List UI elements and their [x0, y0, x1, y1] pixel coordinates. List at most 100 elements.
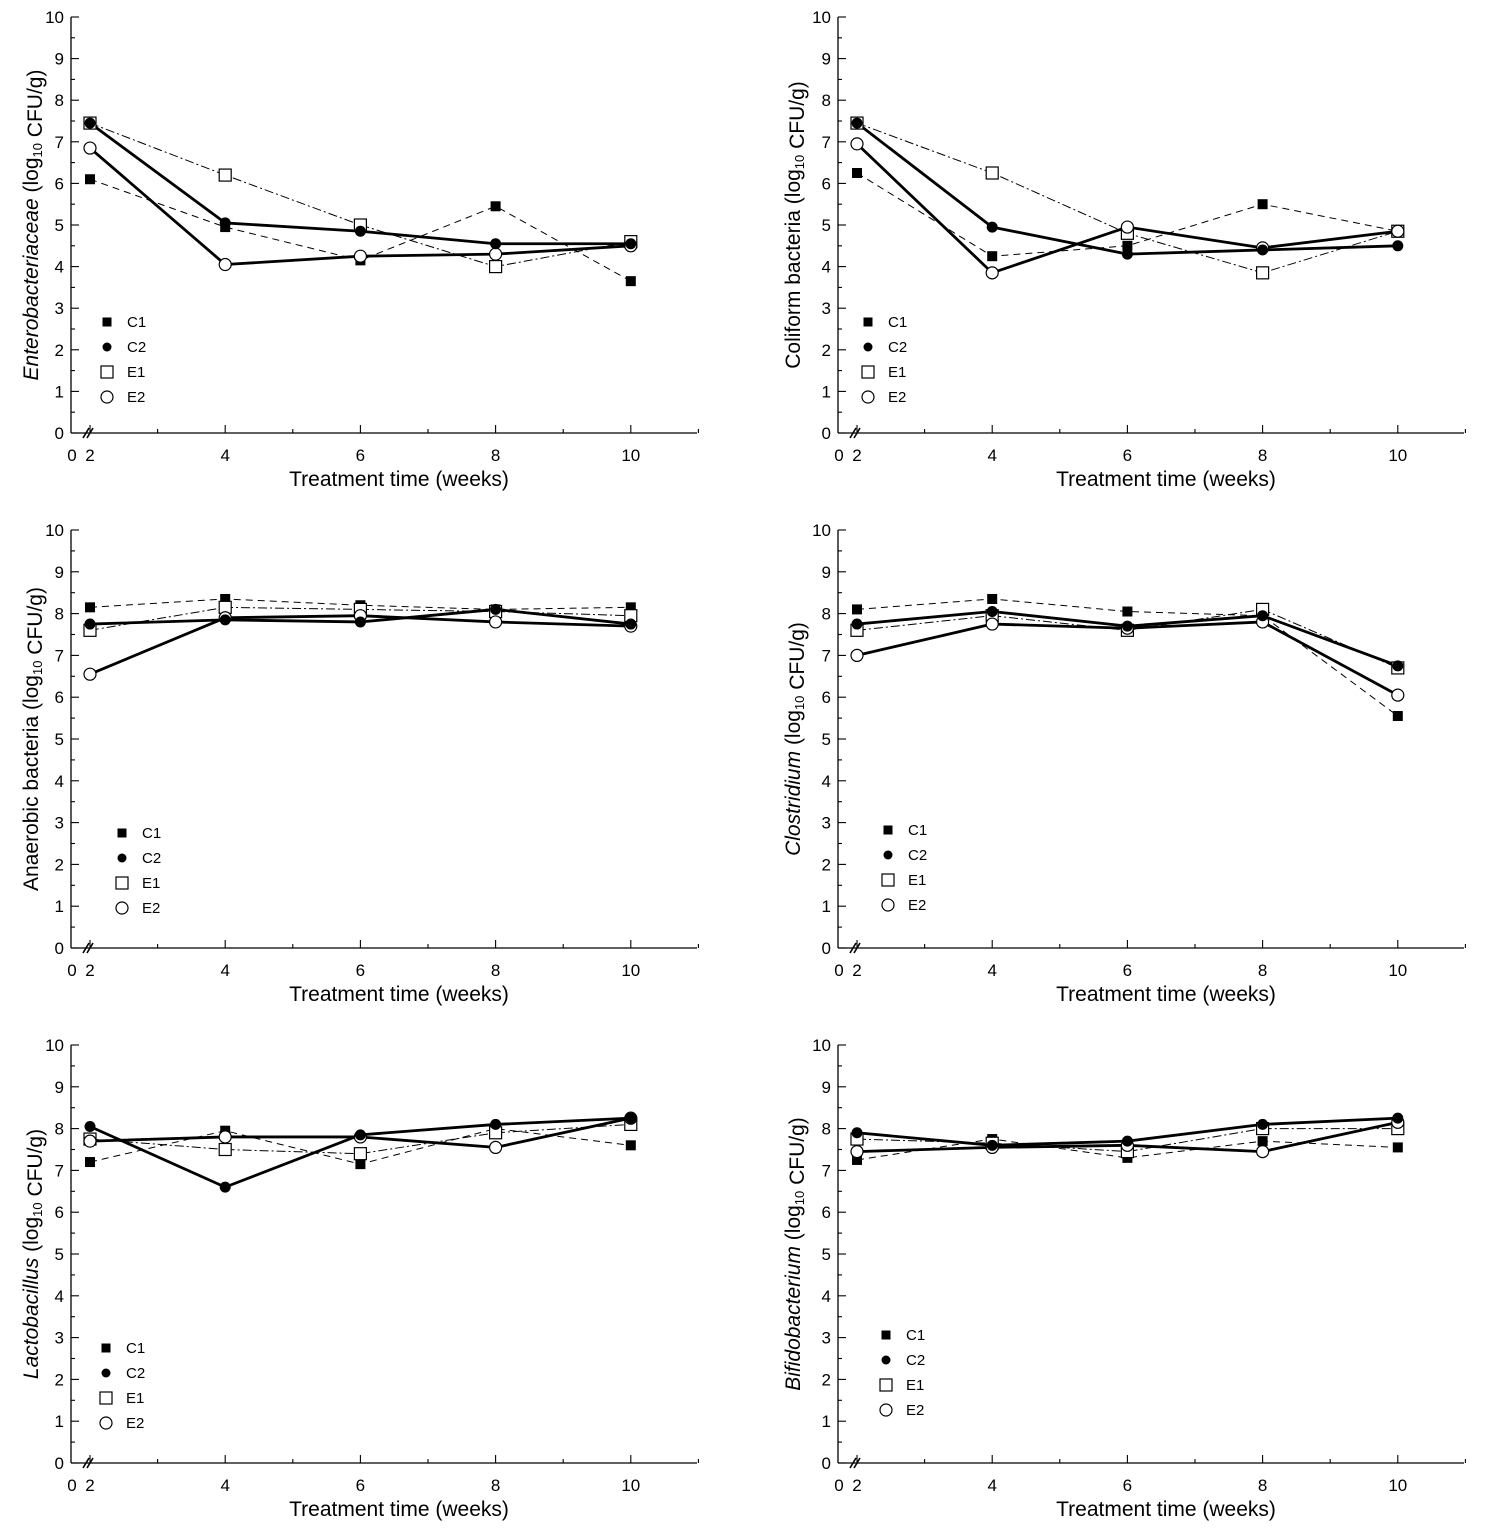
- data-point-e2: [489, 1140, 503, 1155]
- legend: C1 C2 E1 E2: [879, 1327, 925, 1419]
- data-point-c1: [1257, 199, 1268, 210]
- data-point-c1: [625, 276, 636, 287]
- x-tick-label: 10: [621, 446, 640, 465]
- data-point-c1: [220, 593, 231, 604]
- x-tick-label: 8: [491, 446, 500, 465]
- x-axis-title: Treatment time (weeks): [1056, 1498, 1276, 1521]
- y-axis-title-part: 10: [792, 155, 807, 169]
- legend-marker-e1: [99, 1391, 113, 1405]
- x-tick-label: 6: [356, 446, 365, 465]
- y-axis-title-part: Anaerobic bacteria (log: [20, 675, 43, 891]
- legend-marker-e1: [861, 365, 875, 379]
- y-tick-label: 1: [822, 897, 831, 916]
- y-axis-title-part: Lactobacillus: [20, 1257, 43, 1379]
- y-tick-label: 1: [55, 897, 64, 916]
- y-axis-title-part: Clostridium: [782, 751, 805, 856]
- axis-break-mark: [82, 427, 90, 439]
- y-axis-title-part: 10: [30, 661, 45, 675]
- legend: C1 C2 E1 E2: [99, 1340, 145, 1432]
- legend: C1 C2 E1 E2: [861, 314, 907, 406]
- y-tick-label: 5: [822, 216, 831, 235]
- x-axis-title: Treatment time (weeks): [289, 1498, 509, 1521]
- x-tick-label: 6: [356, 961, 365, 980]
- data-point-e2: [489, 615, 503, 629]
- legend-marker-c1: [117, 828, 127, 838]
- data-point-e2: [1391, 688, 1405, 702]
- legend-marker-c1: [883, 825, 893, 835]
- y-tick-label: 4: [822, 1287, 831, 1306]
- y-tick-label: 4: [822, 772, 831, 791]
- data-point-e2: [83, 667, 97, 681]
- x-axis-title: Treatment time (weeks): [1056, 468, 1276, 491]
- y-tick-label: 2: [822, 341, 831, 360]
- x-tick-label: 2: [85, 446, 94, 465]
- x-tick-label: 2: [85, 1476, 94, 1495]
- data-point-e1: [353, 1147, 367, 1161]
- legend-marker-c2: [883, 850, 893, 860]
- legend-label-c1: C1: [906, 1327, 925, 1344]
- legend-label-c2: C2: [888, 339, 907, 356]
- data-point-c2: [1392, 1112, 1404, 1124]
- legend: C1 C2 E1 E2: [881, 822, 927, 914]
- legend-marker-c2: [863, 342, 873, 352]
- data-point-c2: [490, 603, 502, 615]
- axis-break-mark: [82, 942, 90, 954]
- y-tick-label: 5: [822, 730, 831, 749]
- y-tick-label: 2: [822, 855, 831, 874]
- x-tick-label: 10: [1388, 1476, 1407, 1495]
- y-tick-label: 8: [822, 605, 831, 624]
- legend-label-c1: C1: [126, 1340, 145, 1357]
- y-axis-title-part: Bifidobacterium: [782, 1246, 805, 1391]
- y-axis-title-part: 10: [30, 1202, 45, 1216]
- y-tick-label: 1: [55, 382, 64, 401]
- y-tick-label: 7: [55, 133, 64, 152]
- x-tick-label: 2: [85, 961, 94, 980]
- axis-break-mark: [82, 1457, 90, 1469]
- series-line-c2: [856, 610, 1399, 668]
- legend-marker-c2: [102, 342, 112, 352]
- x-tick-label: 6: [1123, 1476, 1132, 1495]
- y-axis-title-part: 10: [792, 696, 807, 710]
- legend-marker-e1: [881, 873, 895, 887]
- legend-marker-e2: [100, 390, 114, 404]
- y-tick-label: 10: [45, 1036, 64, 1055]
- x-origin-label: 0: [834, 961, 843, 980]
- y-tick-label: 10: [812, 521, 831, 540]
- y-axis-title: Lactobacillus (log10 CFU/g): [20, 1129, 47, 1379]
- x-axis-title: Treatment time (weeks): [1056, 983, 1276, 1006]
- legend-label-e1: E1: [906, 1377, 924, 1394]
- legend-marker-c2: [881, 1355, 891, 1365]
- data-point-c2: [490, 1118, 502, 1130]
- x-tick-label: 6: [1123, 961, 1132, 980]
- data-point-c1: [1392, 1142, 1403, 1153]
- data-point-c2: [1392, 660, 1404, 672]
- data-point-c2: [851, 117, 863, 129]
- data-point-c1: [625, 602, 636, 613]
- y-tick-label: 1: [822, 1412, 831, 1431]
- y-axis-title: Bifidobacterium (log10 CFU/g): [782, 1117, 809, 1391]
- y-tick-label: 0: [55, 939, 64, 958]
- y-axis-title-part: (log: [782, 1205, 805, 1246]
- legend-marker-c1: [102, 317, 112, 327]
- y-tick-label: 3: [822, 1329, 831, 1348]
- legend-label-e2: E2: [906, 1402, 924, 1419]
- data-point-e2: [218, 257, 232, 272]
- y-tick-label: 6: [55, 1203, 64, 1222]
- x-tick-label: 6: [1123, 446, 1132, 465]
- legend: C1 C2 E1 E2: [100, 314, 146, 406]
- legend-label-e1: E1: [127, 364, 145, 381]
- data-point-c1: [1392, 711, 1403, 722]
- y-tick-label: 9: [55, 1078, 64, 1097]
- x-tick-label: 8: [491, 1476, 500, 1495]
- y-tick-label: 9: [822, 50, 831, 69]
- y-axis-title-part: (log: [20, 1217, 43, 1258]
- legend-marker-c1: [101, 1343, 111, 1353]
- y-tick-label: 8: [822, 1120, 831, 1139]
- data-point-e2: [353, 249, 367, 263]
- x-tick-label: 8: [491, 961, 500, 980]
- axis-break-mark: [849, 427, 857, 439]
- data-point-c1: [852, 604, 862, 615]
- legend-marker-c2: [101, 1368, 111, 1378]
